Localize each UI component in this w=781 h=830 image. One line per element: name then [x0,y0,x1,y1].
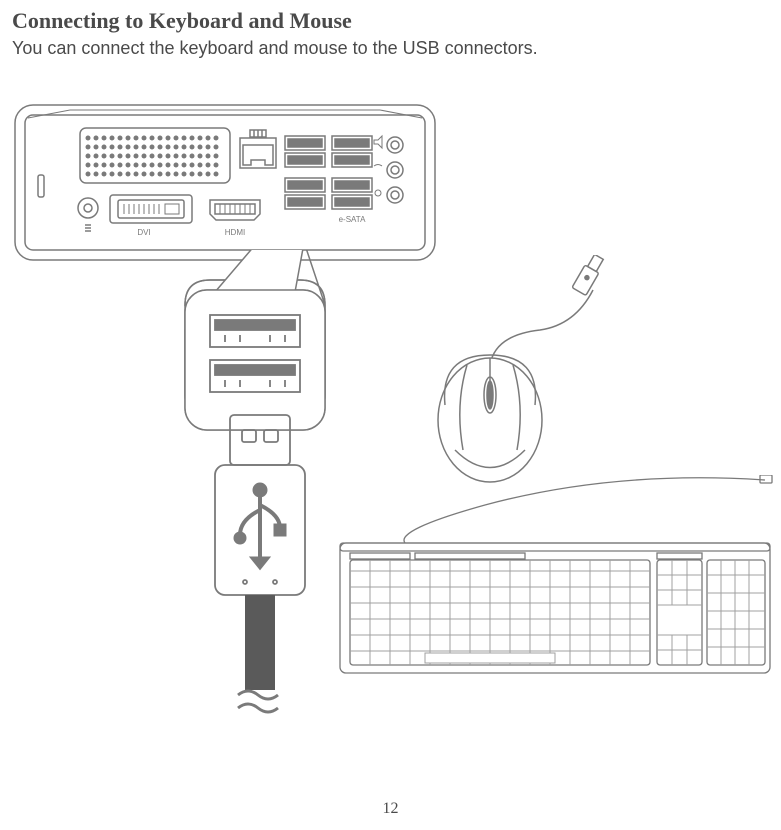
hdmi-label: HDMI [225,228,245,237]
keyboard-illustration [335,475,775,705]
esata-label: e-SATA [339,215,366,224]
mouse-illustration [425,255,635,485]
section-heading: Connecting to Keyboard and Mouse [12,8,352,34]
device-rear-illustration: DVI HDMI e-SATA [10,100,440,270]
usb-plug-illustration [190,410,330,730]
dvi-label: DVI [137,228,150,237]
page-number: 12 [383,800,399,818]
section-body: You can connect the keyboard and mouse t… [12,38,538,59]
